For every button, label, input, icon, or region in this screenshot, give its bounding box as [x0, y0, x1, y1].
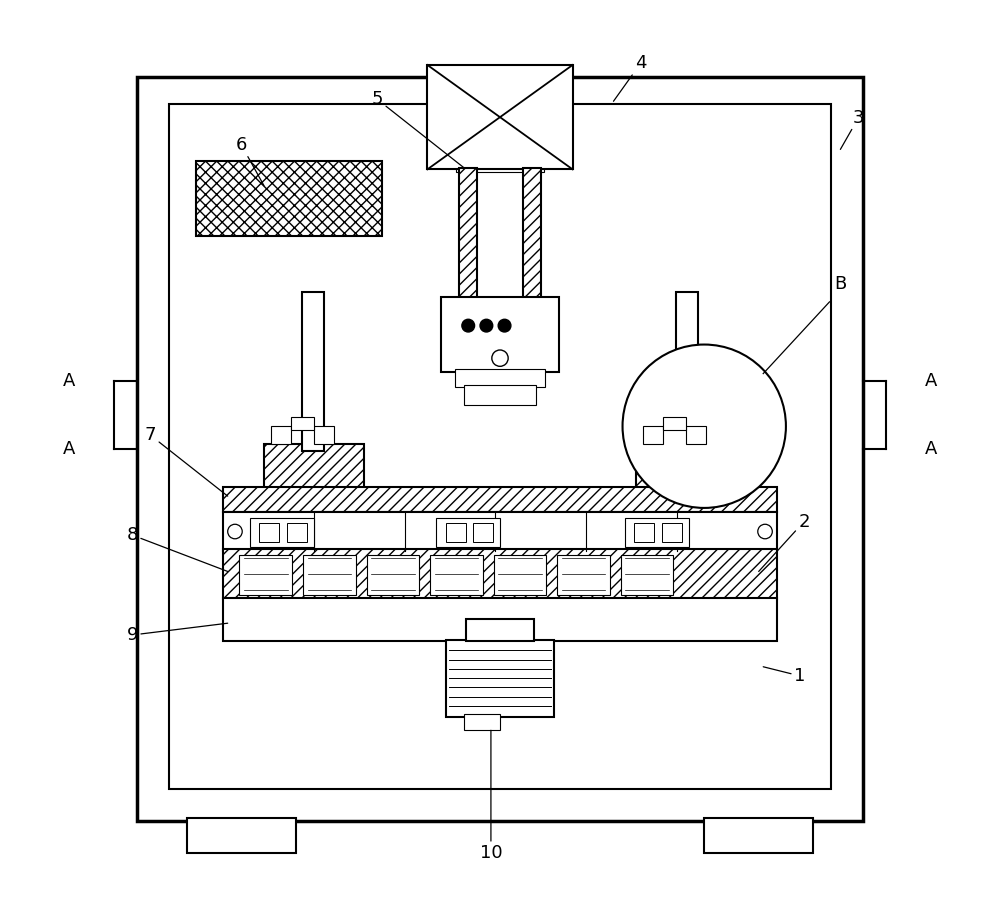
Bar: [459, 168, 477, 300]
Bar: [187, 818, 296, 853]
Text: 3: 3: [840, 109, 864, 149]
Circle shape: [228, 524, 242, 539]
Bar: [430, 555, 483, 595]
Bar: [464, 386, 536, 406]
Bar: [196, 161, 382, 235]
Bar: [636, 444, 736, 495]
Circle shape: [462, 320, 475, 332]
Bar: [446, 523, 466, 541]
Bar: [367, 555, 419, 595]
Text: 1: 1: [763, 667, 805, 685]
Bar: [621, 555, 673, 595]
Bar: [523, 168, 541, 300]
Bar: [557, 555, 610, 595]
Bar: [287, 523, 307, 541]
Bar: [250, 518, 314, 547]
Text: A: A: [925, 440, 937, 458]
Bar: [686, 426, 706, 444]
Text: 9: 9: [127, 623, 228, 644]
Bar: [314, 426, 334, 444]
Text: A: A: [63, 440, 75, 458]
Bar: [239, 555, 292, 595]
Bar: [625, 518, 689, 547]
Bar: [259, 523, 279, 541]
Bar: [223, 487, 777, 512]
Bar: [446, 639, 554, 716]
Bar: [223, 549, 777, 599]
Text: A: A: [925, 372, 937, 390]
Bar: [662, 523, 682, 541]
Bar: [456, 161, 544, 172]
Text: 5: 5: [372, 91, 464, 168]
Bar: [473, 523, 493, 541]
Circle shape: [498, 320, 511, 332]
Bar: [704, 818, 813, 853]
Bar: [169, 104, 831, 790]
Text: 10: 10: [480, 730, 502, 862]
Circle shape: [623, 344, 786, 507]
Circle shape: [480, 320, 493, 332]
Circle shape: [492, 350, 508, 366]
Bar: [663, 417, 686, 430]
Bar: [643, 426, 663, 444]
Circle shape: [758, 524, 772, 539]
Bar: [223, 512, 777, 551]
Text: 2: 2: [759, 513, 810, 572]
Bar: [223, 598, 777, 641]
Bar: [137, 77, 863, 821]
Bar: [441, 298, 559, 372]
Text: 6: 6: [236, 136, 264, 186]
Bar: [271, 426, 291, 444]
Bar: [303, 555, 356, 595]
Bar: [436, 518, 500, 547]
Text: 4: 4: [613, 54, 646, 102]
Text: A: A: [63, 372, 75, 390]
Text: 7: 7: [145, 426, 228, 496]
Bar: [494, 555, 546, 595]
Bar: [634, 523, 654, 541]
Text: B: B: [834, 275, 846, 293]
Bar: [302, 292, 324, 451]
Bar: [676, 292, 698, 451]
Bar: [291, 417, 314, 430]
Text: 8: 8: [127, 526, 228, 572]
Bar: [427, 65, 573, 169]
Bar: [466, 618, 534, 641]
Bar: [464, 714, 500, 730]
Bar: [455, 369, 545, 387]
Bar: [264, 444, 364, 495]
